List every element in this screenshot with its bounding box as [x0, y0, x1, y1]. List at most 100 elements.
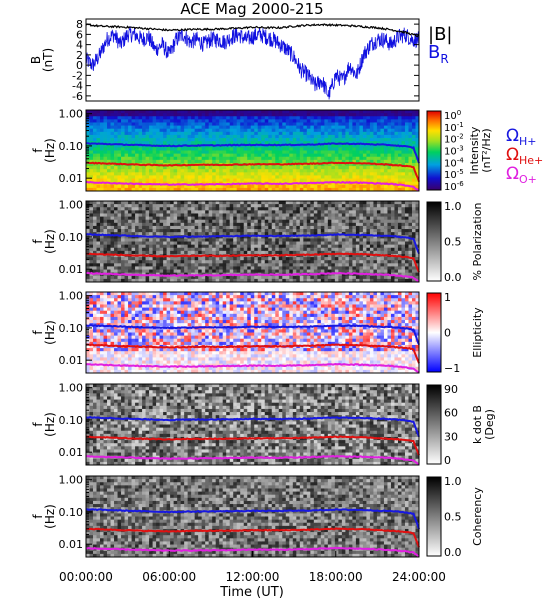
polarization-cell [331, 213, 336, 217]
intensity-cell [170, 181, 175, 186]
polarization-cell [306, 235, 311, 239]
intensity-cell [355, 119, 360, 123]
intensity-cell [250, 172, 255, 176]
polarization-cell [268, 238, 273, 242]
intensity-cell [282, 169, 287, 173]
intensity-cell [121, 187, 125, 192]
intensity-cell [229, 187, 234, 192]
intensity-cell [352, 172, 357, 176]
polarization-cell [369, 257, 374, 261]
polarization-cell [215, 207, 220, 211]
intensity-cell [355, 116, 360, 120]
polarization-cell [383, 210, 388, 214]
polarization-cell [219, 204, 224, 208]
intensity-cell [387, 122, 392, 126]
polarization-cell [317, 204, 322, 208]
polarization-cell [254, 247, 259, 252]
polarization-cell [348, 207, 353, 211]
polarization-cell [159, 241, 164, 246]
intensity-cell [194, 150, 199, 155]
intensity-cell [96, 147, 101, 151]
polarization-cell [177, 201, 182, 205]
intensity-cell [415, 131, 420, 136]
intensity-cell [289, 187, 294, 192]
intensity-cell [201, 166, 206, 170]
polarization-cell [390, 278, 395, 283]
intensity-cell [117, 138, 122, 142]
intensity-cell [320, 122, 325, 126]
polarization-cell [261, 250, 266, 255]
polarization-cell [243, 238, 248, 242]
intensity-cell [177, 150, 182, 155]
polarization-cell [285, 250, 290, 255]
intensity-cell [110, 113, 115, 117]
polarization-cell [180, 238, 185, 242]
intensity-cell [331, 187, 336, 192]
polarization-cell [313, 201, 318, 205]
polarization-cell [320, 278, 325, 283]
polarization-cell [201, 247, 206, 252]
polarization-cell [205, 263, 210, 267]
intensity-cell [317, 119, 322, 123]
intensity-cell [212, 187, 217, 192]
intensity-cell [96, 110, 101, 114]
intensity-cell [173, 184, 178, 189]
intensity-cell [415, 113, 420, 117]
intensity-cell [100, 110, 104, 114]
polarization-cell [215, 247, 220, 252]
polarization-cell [208, 244, 213, 249]
intensity-cell [324, 187, 329, 192]
intensity-cell [345, 156, 350, 161]
intensity-cell [338, 184, 343, 189]
polarization-cell [366, 204, 371, 208]
intensity-cell [156, 175, 161, 179]
intensity-cell [355, 122, 360, 126]
intensity-cell [201, 128, 206, 133]
intensity-cell [247, 116, 252, 120]
polarization-cell [369, 207, 374, 211]
intensity-cell [180, 169, 185, 173]
intensity-cell [324, 175, 329, 179]
intensity-cell [338, 147, 343, 151]
intensity-cell [264, 119, 269, 123]
intensity-cell [348, 187, 353, 192]
intensity-cell [191, 147, 196, 151]
polarization-cell [93, 241, 97, 246]
polarization-cell [397, 219, 402, 224]
intensity-cell [96, 187, 101, 192]
polarization-cell [338, 260, 343, 264]
polarization-cell [401, 269, 406, 274]
polarization-cell [292, 250, 297, 255]
polarization-cell [345, 235, 350, 239]
polarization-cell [338, 244, 343, 249]
polarization-cell [310, 216, 315, 221]
intensity-cell [205, 172, 210, 176]
polarization-cell [173, 216, 178, 221]
intensity-cell [334, 178, 339, 183]
intensity-cell [240, 178, 245, 183]
polarization-cell [275, 204, 280, 208]
intensity-cell [296, 144, 301, 148]
polarization-cell [369, 275, 374, 280]
polarization-cell [159, 213, 164, 217]
intensity-cell [317, 175, 322, 179]
polarization-cell [156, 229, 161, 233]
intensity-cell [254, 110, 259, 114]
polarization-cell [156, 210, 161, 214]
intensity-cell [177, 156, 182, 161]
intensity-cell [114, 131, 118, 136]
intensity-cell [394, 138, 399, 142]
intensity-cell [142, 172, 146, 176]
intensity-cell [303, 119, 308, 123]
polarization-cell [159, 222, 164, 227]
intensity-cell [292, 166, 297, 170]
intensity-cell [320, 131, 325, 136]
intensity-cell [387, 150, 392, 155]
polarization-cell [261, 225, 266, 230]
polarization-cell [331, 253, 336, 258]
intensity-cell [334, 110, 339, 114]
polarization-cell [257, 250, 262, 255]
polarization-cell [324, 266, 329, 270]
intensity-cell [285, 116, 290, 120]
intensity-cell [275, 178, 280, 183]
